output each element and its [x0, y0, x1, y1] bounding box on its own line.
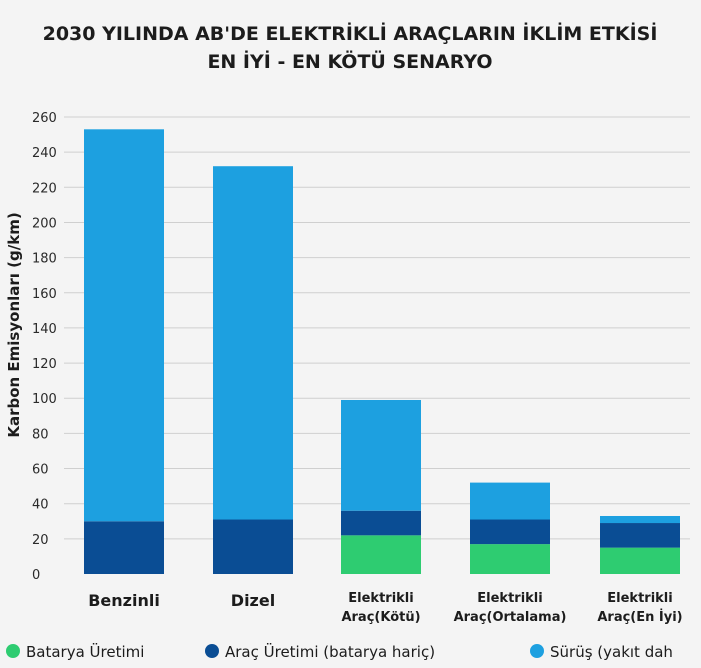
y-tick-label: 40	[32, 498, 49, 513]
y-tick-label: 140	[32, 322, 57, 337]
bar-segment	[213, 166, 293, 520]
y-tick-label: 160	[32, 287, 57, 302]
category-label-line2: Araç(Ortalama)	[454, 610, 567, 625]
legend-swatch	[530, 644, 544, 658]
bars-layer	[84, 129, 680, 574]
y-tick-label: 200	[32, 216, 57, 231]
bar-segment	[470, 482, 550, 520]
y-axis-label: Karbon Emisyonları (g/km)	[5, 212, 23, 437]
legend-label: Sürüş (yakıt dah	[550, 643, 673, 661]
bar-segment	[341, 535, 421, 574]
bar-segment	[470, 519, 550, 545]
y-tick-label: 240	[32, 146, 57, 161]
chart-title-line1: 2030 YILINDA AB'DE ELEKTRİKLİ ARAÇLARIN …	[43, 21, 658, 45]
y-tick-label: 60	[32, 463, 49, 478]
legend-label: Araç Üretimi (batarya hariç)	[225, 642, 435, 661]
legend-swatch	[6, 644, 20, 658]
legend-label: Batarya Üretimi	[26, 642, 144, 661]
grid-layer	[64, 116, 690, 540]
bar-segment	[84, 521, 164, 574]
category-label-line2: Araç(En İyi)	[597, 609, 682, 625]
category-label-line1: Elektrikli	[348, 591, 413, 606]
legend-swatch	[205, 644, 219, 658]
y-tick-label: 260	[32, 111, 57, 126]
legend: Batarya Üretimi Araç Üretimi (batarya har…	[6, 642, 673, 661]
y-tick-label: 100	[32, 392, 57, 407]
category-label-line2: Araç(Kötü)	[341, 610, 420, 625]
bar-segment	[213, 519, 293, 574]
y-tick-label: 0	[32, 568, 40, 583]
y-tick-labels: 0 20 40 60 80 100 120 140 160 180 200 220 240 260	[32, 111, 57, 583]
bar-segment	[84, 129, 164, 522]
bar-segment	[470, 544, 550, 574]
category-label-line1: Elektrikli	[607, 591, 672, 606]
y-tick-label: 20	[32, 533, 49, 548]
y-tick-label: 120	[32, 357, 57, 372]
category-label-line1: Elektrikli	[477, 591, 542, 606]
bar-segment	[600, 547, 680, 574]
y-tick-label: 80	[32, 427, 49, 442]
category-label: Dizel	[231, 591, 275, 610]
bar-segment	[341, 399, 421, 511]
bar-segment	[600, 515, 680, 524]
y-tick-label: 220	[32, 181, 57, 196]
y-tick-label: 180	[32, 252, 57, 267]
category-label: Benzinli	[88, 591, 160, 610]
bar-segment	[341, 510, 421, 536]
bar-segment	[600, 523, 680, 548]
category-labels: Benzinli Dizel Elektrikli Araç(Kötü) Elektri…	[88, 591, 682, 625]
chart-title-line2: EN İYİ - EN KÖTÜ SENARYO	[207, 49, 492, 73]
